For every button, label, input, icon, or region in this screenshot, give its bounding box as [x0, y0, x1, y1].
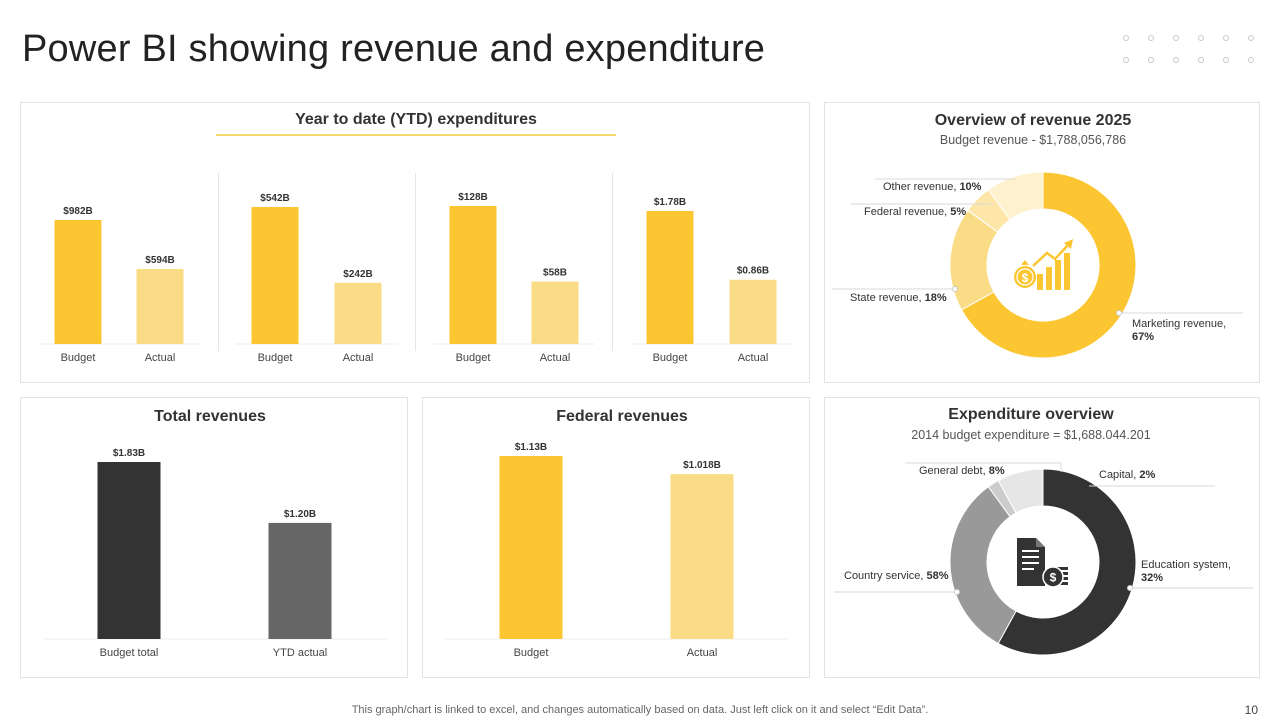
- ytd-title-underline: [216, 134, 616, 136]
- slice-country-service: [997, 468, 1137, 656]
- ytd-title: Year to date (YTD) expenditures: [295, 111, 537, 128]
- dot: [1223, 35, 1229, 41]
- general-debt-value-label: $58B: [543, 267, 567, 278]
- money-growth-icon: $: [1014, 239, 1073, 290]
- federal-revenues-category-label: Actual: [687, 647, 718, 659]
- total-revenues-value-label: $1.83B: [113, 448, 145, 459]
- dot: [1148, 35, 1154, 41]
- education-services-value-label: $542B: [260, 193, 289, 204]
- revenue-donut-chart: $: [832, 171, 1243, 359]
- total-expenditures-category-label: Actual: [738, 352, 769, 364]
- total-expenditures-value-label: $0.86B: [737, 266, 769, 277]
- dot: [1198, 57, 1204, 63]
- expenditure-overview-panel[interactable]: Expenditure overview 2014 budget expendi…: [824, 397, 1260, 678]
- total-revenues-category-label: Budget total: [100, 647, 159, 659]
- revenue-overview-panel[interactable]: Overview of revenue 2025 Budget revenue …: [824, 102, 1260, 383]
- total-expenditures-bar-budget: [646, 211, 694, 344]
- dot: [1123, 57, 1129, 63]
- svg-text:$: $: [1050, 571, 1057, 585]
- education-services-bar-budget: [251, 207, 299, 344]
- footer-note: This graph/chart is linked to excel, and…: [351, 704, 929, 716]
- other-revenue-label: Other revenue, 10%: [883, 181, 982, 193]
- total-revenues-title: Total revenues: [154, 408, 266, 425]
- total-expenditures-bar-actual: [729, 279, 777, 344]
- country-services-bar-budget: [54, 220, 102, 344]
- total-revenues-bar-budget-total: [97, 462, 161, 639]
- separator: [612, 173, 613, 351]
- separator: [218, 173, 219, 351]
- slice-marketing-revenue: [960, 171, 1137, 359]
- total-revenues-bar-ytd-actual: [268, 522, 332, 639]
- federal-revenues-bar-chart: $1.13B Budget $1.018B Actual: [445, 442, 789, 659]
- total-revenues-panel[interactable]: Total revenues $1.83B Budget total $1.20B Y…: [20, 397, 408, 678]
- marketing-revenue-label: Marketing revenue, 67%: [1132, 318, 1227, 343]
- education-services-bar-actual: [334, 282, 382, 344]
- svg-text:$: $: [1022, 271, 1029, 285]
- total-expenditures-category-label: Budget: [653, 352, 688, 364]
- dot: [1248, 57, 1254, 63]
- federal-revenues-bar-budget: [499, 456, 563, 639]
- total-revenues-bar-chart: $1.83B Budget total $1.20B YTD actual: [43, 448, 387, 659]
- education-system-label: Education system, 32%: [1141, 559, 1231, 584]
- state-revenue-label: State revenue, 18%: [850, 292, 947, 304]
- ytd-bar-charts: $982B Budget $594B Actual $542B Budget $242B Ac…: [38, 192, 793, 364]
- country-services-bar-actual: [136, 268, 184, 344]
- page-number: 10: [1244, 703, 1258, 717]
- dot: [1173, 57, 1179, 63]
- country-services-value-label: $594B: [145, 255, 174, 266]
- expenditure-overview-subtitle: 2014 budget expenditure = $1,688.044.201: [911, 428, 1151, 442]
- ytd-expenditures-panel[interactable]: Year to date (YTD) expenditures $982B Bud…: [20, 102, 810, 383]
- general-debt-value-label: $128B: [458, 192, 487, 203]
- dot: [1173, 35, 1179, 41]
- general-debt-label: General debt, 8%: [919, 465, 1005, 477]
- dot: [1198, 35, 1204, 41]
- state-revenue-marker: [952, 286, 958, 292]
- decorative-dots: [1118, 32, 1263, 72]
- total-revenues-category-label: YTD actual: [273, 647, 327, 659]
- expenditure-donut-chart: $: [834, 462, 1253, 656]
- total-revenues-value-label: $1.20B: [284, 509, 316, 520]
- federal-revenues-value-label: $1.13B: [515, 442, 547, 453]
- general-debt-bar-actual: [531, 281, 579, 344]
- education-services-category-label: Actual: [343, 352, 374, 364]
- slice-education-system: [949, 486, 1017, 645]
- education-system-marker: [1127, 585, 1133, 591]
- document-dollar-icon: $: [1017, 538, 1068, 588]
- country-service-marker: [954, 589, 960, 595]
- country-services-category-label: Actual: [145, 352, 176, 364]
- country-service-label: Country service, 58%: [844, 570, 949, 582]
- capital-label: Capital, 2%: [1099, 469, 1156, 481]
- slice-general-debt: [997, 468, 1044, 514]
- federal-revenues-bar-actual: [670, 474, 734, 639]
- country-services-category-label: Budget: [61, 352, 96, 364]
- general-debt-category-label: Actual: [540, 352, 571, 364]
- federal-revenues-value-label: $1.018B: [683, 460, 721, 471]
- marketing-revenue-marker: [1116, 310, 1122, 316]
- dot: [1123, 35, 1129, 41]
- federal-revenue-label: Federal revenue, 5%: [864, 206, 967, 218]
- education-services-value-label: $242B: [343, 269, 372, 280]
- general-debt-leader: [905, 462, 1062, 472]
- total-expenditures-value-label: $1.78B: [654, 197, 686, 208]
- dot: [1148, 57, 1154, 63]
- revenue-overview-subtitle: Budget revenue - $1,788,056,786: [939, 133, 1127, 147]
- donut-center: [998, 220, 1088, 310]
- slice-other-revenue: [987, 171, 1044, 221]
- expenditure-overview-title: Expenditure overview: [948, 406, 1114, 423]
- federal-revenues-panel[interactable]: Federal revenues $1.13B Budget $1.018B Actu…: [422, 397, 810, 678]
- general-debt-category-label: Budget: [456, 352, 491, 364]
- general-debt-bar-budget: [449, 206, 497, 344]
- federal-revenues-title: Federal revenues: [556, 408, 688, 425]
- dot: [1223, 57, 1229, 63]
- federal-revenues-category-label: Budget: [514, 647, 549, 659]
- education-services-category-label: Budget: [258, 352, 293, 364]
- separator: [415, 173, 416, 351]
- country-services-value-label: $982B: [63, 206, 92, 217]
- dot: [1248, 35, 1254, 41]
- page-title: Power BI showing revenue and expenditure: [22, 28, 766, 70]
- revenue-overview-title: Overview of revenue 2025: [934, 112, 1132, 129]
